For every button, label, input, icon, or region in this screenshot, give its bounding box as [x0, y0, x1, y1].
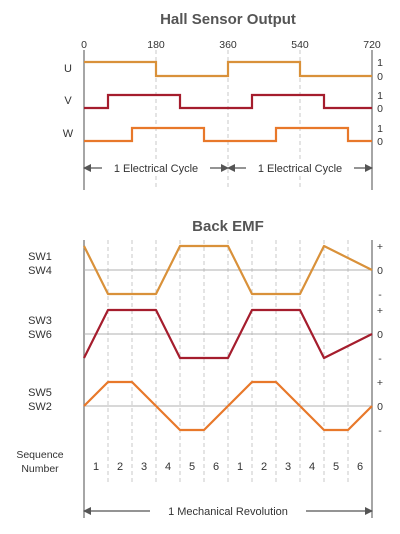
- hall-level-high: 1: [377, 90, 383, 102]
- hall-signal-u: [84, 60, 372, 78]
- emf-minus-mark: -: [378, 289, 382, 301]
- emf-switch-label: SW6: [28, 329, 52, 341]
- mechanical-revolution-arrow-group: 1 Mechanical Revolution: [83, 501, 373, 519]
- emf-plus-mark: +: [377, 377, 383, 389]
- emf-trace-1: [83, 244, 373, 296]
- angle-tick-label: 180: [147, 39, 165, 51]
- mechanical-revolution-label: 1 Mechanical Revolution: [168, 506, 288, 518]
- hall-title: Hall Sensor Output: [160, 11, 296, 28]
- emf-labels: SW1 SW4 +0 - SW3 SW6 +0 - SW5 SW2 +0 -: [28, 241, 383, 437]
- emf-switch-label: SW5: [28, 387, 52, 399]
- sequence-number: 6: [213, 461, 219, 473]
- hall-signal-w: [84, 126, 372, 143]
- hall-level-high: 1: [377, 57, 383, 69]
- emf-trace-3: [83, 380, 373, 432]
- emf-traces: [83, 244, 373, 432]
- emf-trace-2: [83, 308, 373, 360]
- hall-angle-ticks: 0 180 360 540 720: [81, 39, 381, 51]
- emf-title: Back EMF: [192, 218, 264, 235]
- sequence-number: 1: [93, 461, 99, 473]
- emf-switch-label: SW2: [28, 401, 52, 413]
- angle-tick-label: 720: [363, 39, 381, 51]
- hall-level-low: 0: [377, 136, 383, 148]
- sequence-number: 4: [165, 461, 171, 473]
- sequence-number: 5: [333, 461, 339, 473]
- sequence-number: 3: [285, 461, 291, 473]
- sequence-number: 3: [141, 461, 147, 473]
- sequence-number: 2: [261, 461, 267, 473]
- sequence-number: 4: [309, 461, 315, 473]
- hall-level-high: 1: [377, 123, 383, 135]
- sequence-number: 1: [237, 461, 243, 473]
- sequence-label-line1: Sequence: [16, 449, 63, 461]
- hall-signal-v: [84, 93, 372, 110]
- emf-plus-mark: +: [377, 241, 383, 253]
- hall-signal-name: U: [64, 63, 72, 75]
- emf-switch-label: SW3: [28, 315, 52, 327]
- emf-minus-mark: -: [378, 425, 382, 437]
- sequence-number: 5: [189, 461, 195, 473]
- angle-tick-label: 540: [291, 39, 309, 51]
- emf-switch-label: SW1: [28, 251, 52, 263]
- cycle-2-label: 1 Electrical Cycle: [258, 163, 342, 175]
- cycle-1-label: 1 Electrical Cycle: [114, 163, 198, 175]
- angle-tick-label: 360: [219, 39, 237, 51]
- emf-grid: [83, 240, 373, 518]
- hall-level-low: 0: [377, 71, 383, 83]
- angle-tick-label: 0: [81, 39, 87, 51]
- electrical-cycle-arrows: 1 Electrical Cycle 1 Electrical Cycle: [83, 160, 373, 176]
- emf-zero-mark: 0: [377, 329, 383, 341]
- sequence-numbers: 1 2 3 4 5 6 1 2 3 4 5 6: [93, 461, 363, 473]
- sequence-label-line2: Number: [21, 463, 59, 475]
- hall-signal-name: V: [64, 95, 72, 107]
- sequence-number: 2: [117, 461, 123, 473]
- emf-zero-mark: 0: [377, 265, 383, 277]
- emf-switch-label: SW4: [28, 265, 52, 277]
- hall-level-low: 0: [377, 103, 383, 115]
- hall-signal-name: W: [63, 128, 74, 140]
- emf-zero-mark: 0: [377, 401, 383, 413]
- emf-plus-mark: +: [377, 305, 383, 317]
- emf-minus-mark: -: [378, 353, 382, 365]
- hall-signals: U 10V 10W 10: [63, 57, 383, 148]
- sequence-number: 6: [357, 461, 363, 473]
